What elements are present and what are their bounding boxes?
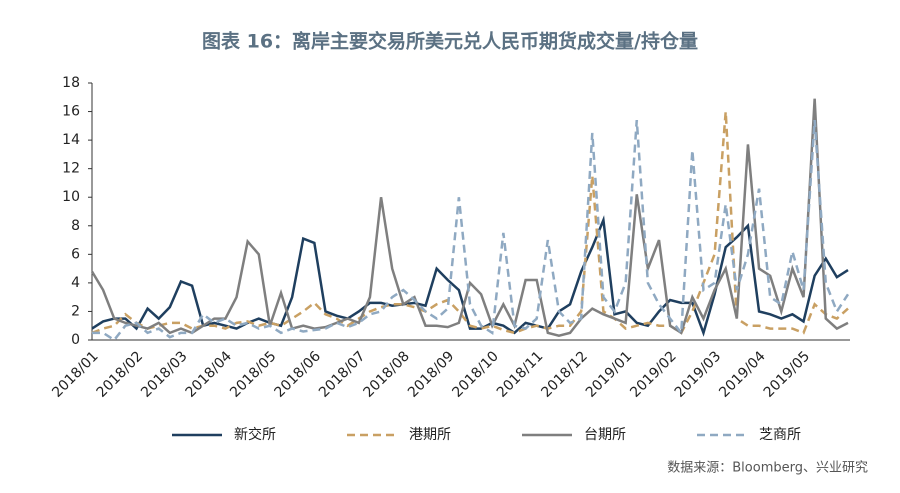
- x-tick-label: 2018/04: [183, 348, 236, 401]
- series-line: [90, 98, 849, 338]
- y-tick-label: 16: [62, 104, 80, 120]
- legend-label: 新交所: [234, 426, 276, 443]
- y-tick-label: 4: [71, 275, 80, 291]
- y-tick-label: 8: [71, 218, 80, 234]
- x-tick-label: 2018/07: [316, 348, 368, 400]
- y-tick-label: 0: [71, 332, 80, 348]
- x-tick-label: 2018/03: [138, 348, 190, 400]
- x-tick-label: 2018/11: [494, 348, 546, 400]
- x-tick-label: 2018/12: [538, 348, 590, 400]
- y-tick-label: 12: [62, 161, 80, 177]
- legend-label: 台期所: [584, 427, 626, 443]
- y-tick-label: 10: [62, 189, 80, 205]
- legend-label: 港期所: [409, 427, 451, 443]
- series-line: [91, 215, 849, 337]
- x-tick-label: 2018/09: [405, 348, 457, 400]
- x-tick-label: 2018/08: [361, 348, 413, 400]
- x-tick-label: 2019/05: [761, 348, 813, 400]
- x-tick-label: 2018/01: [49, 348, 101, 400]
- x-tick-label: 2018/02: [94, 348, 146, 400]
- x-tick-label: 2018/06: [272, 348, 325, 401]
- y-tick-label: 6: [71, 246, 80, 262]
- x-tick-label: 2019/01: [583, 348, 635, 400]
- series-line: [92, 120, 850, 342]
- y-tick-label: 2: [71, 303, 80, 319]
- y-tick-label: 14: [62, 132, 80, 148]
- y-tick-label: 18: [62, 75, 80, 91]
- x-tick-label: 2019/02: [627, 348, 679, 400]
- x-tick-label: 2018/05: [227, 348, 279, 400]
- x-tick-label: 2018/10: [449, 348, 501, 400]
- x-tick-label: 2019/03: [672, 348, 724, 400]
- series-line: [91, 111, 849, 335]
- source: 数据来源：Bloomberg、兴业研究: [667, 461, 868, 476]
- legend-label: 芝商所: [759, 427, 801, 443]
- x-tick-label: 2019/04: [716, 348, 769, 401]
- chart-title: 图表 16：离岸主要交易所美元兑人民币期货成交量/持仓量: [202, 30, 698, 53]
